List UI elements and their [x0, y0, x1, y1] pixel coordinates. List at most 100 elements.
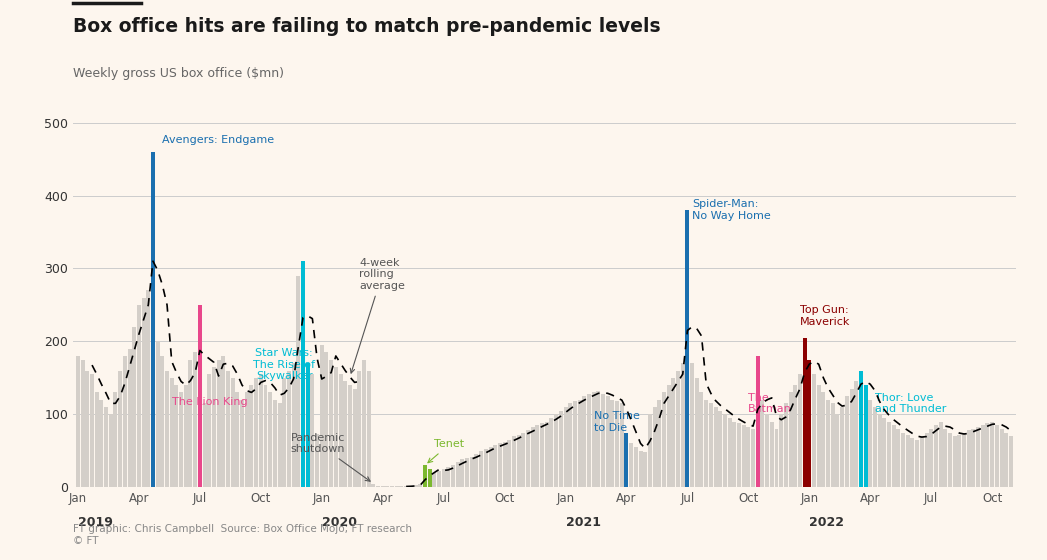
Bar: [86, 371, 89, 487]
Bar: [147, 290, 151, 487]
Bar: [81, 360, 85, 487]
Bar: [849, 389, 853, 487]
Text: Thor: Love
and Thunder: Thor: Love and Thunder: [875, 393, 946, 414]
Bar: [465, 458, 469, 487]
Bar: [470, 456, 473, 487]
Bar: [1004, 432, 1008, 487]
Bar: [334, 367, 338, 487]
Bar: [319, 345, 324, 487]
Bar: [563, 407, 567, 487]
Text: FT graphic: Chris Campbell  Source: Box Office Mojo; FT research
© FT: FT graphic: Chris Campbell Source: Box O…: [73, 524, 413, 546]
Bar: [615, 401, 619, 487]
Bar: [137, 305, 141, 487]
Bar: [512, 436, 516, 487]
Bar: [722, 414, 727, 487]
Bar: [803, 338, 806, 487]
Bar: [901, 432, 905, 487]
Bar: [461, 460, 465, 487]
Bar: [408, 486, 413, 487]
Bar: [629, 444, 633, 487]
Bar: [836, 414, 840, 487]
Bar: [357, 371, 361, 487]
Bar: [859, 371, 863, 487]
Text: Weekly gross US box office ($mn): Weekly gross US box office ($mn): [73, 67, 285, 80]
Bar: [639, 451, 643, 487]
Bar: [175, 385, 178, 487]
Text: Tenet: Tenet: [428, 439, 465, 463]
Bar: [474, 454, 478, 487]
Bar: [414, 485, 418, 487]
Bar: [531, 427, 535, 487]
Bar: [221, 356, 225, 487]
Bar: [981, 425, 985, 487]
Text: 2019: 2019: [77, 516, 113, 529]
Bar: [132, 327, 136, 487]
Bar: [807, 360, 811, 487]
Bar: [437, 471, 441, 487]
Bar: [76, 356, 80, 487]
Bar: [348, 385, 352, 487]
Bar: [667, 385, 671, 487]
Bar: [259, 374, 263, 487]
Bar: [948, 432, 952, 487]
Bar: [737, 423, 741, 487]
Bar: [756, 356, 760, 487]
Bar: [747, 427, 751, 487]
Bar: [929, 429, 933, 487]
Bar: [226, 371, 230, 487]
Bar: [236, 393, 240, 487]
Bar: [156, 342, 160, 487]
Bar: [230, 378, 235, 487]
Bar: [854, 381, 859, 487]
Bar: [310, 374, 314, 487]
Bar: [817, 385, 821, 487]
Bar: [896, 429, 900, 487]
Bar: [985, 423, 989, 487]
Bar: [442, 469, 446, 487]
Bar: [690, 363, 694, 487]
Bar: [489, 447, 492, 487]
Text: No Time
to Die: No Time to Die: [594, 411, 640, 432]
Bar: [587, 394, 591, 487]
Bar: [610, 400, 615, 487]
Bar: [128, 349, 132, 487]
Bar: [554, 414, 558, 487]
Bar: [254, 378, 259, 487]
Bar: [559, 410, 563, 487]
Bar: [99, 400, 104, 487]
Bar: [329, 360, 333, 487]
Bar: [676, 371, 681, 487]
Bar: [911, 437, 914, 487]
Bar: [118, 371, 122, 487]
Bar: [620, 403, 624, 487]
Bar: [601, 394, 605, 487]
Bar: [338, 374, 342, 487]
Bar: [671, 378, 675, 487]
Bar: [217, 360, 221, 487]
Bar: [302, 261, 305, 487]
Bar: [372, 483, 375, 487]
Bar: [845, 396, 849, 487]
Bar: [934, 425, 938, 487]
Bar: [1009, 436, 1012, 487]
Bar: [812, 374, 816, 487]
Bar: [540, 423, 544, 487]
Bar: [366, 371, 371, 487]
Bar: [194, 352, 197, 487]
Bar: [592, 393, 596, 487]
Bar: [362, 360, 366, 487]
Text: 2020: 2020: [321, 516, 357, 529]
Bar: [624, 432, 628, 487]
Text: Avengers: Endgame: Avengers: Endgame: [162, 134, 274, 144]
Bar: [455, 461, 460, 487]
Bar: [109, 414, 113, 487]
Text: The
Batman: The Batman: [749, 393, 793, 414]
Bar: [868, 400, 872, 487]
Bar: [306, 363, 310, 487]
Bar: [728, 418, 732, 487]
Bar: [770, 422, 774, 487]
Bar: [315, 433, 319, 487]
Bar: [732, 422, 736, 487]
Bar: [957, 435, 961, 487]
Bar: [94, 393, 98, 487]
